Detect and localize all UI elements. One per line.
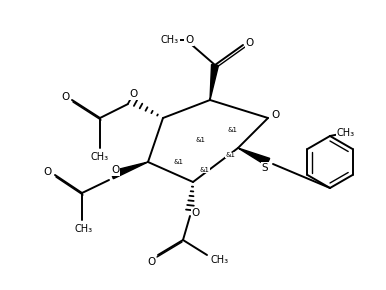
Text: O: O	[44, 167, 52, 177]
Text: &1: &1	[225, 152, 235, 158]
Text: O: O	[130, 89, 138, 99]
Text: CH₃: CH₃	[337, 128, 355, 138]
Text: &1: &1	[227, 127, 237, 133]
Text: CH₃: CH₃	[75, 224, 93, 234]
Text: O: O	[271, 110, 279, 120]
Text: O: O	[61, 92, 69, 102]
Text: O: O	[192, 208, 200, 218]
Text: CH₃: CH₃	[91, 152, 109, 162]
Text: S: S	[262, 163, 268, 173]
Text: O: O	[246, 38, 254, 48]
Text: &1: &1	[173, 159, 183, 165]
Polygon shape	[210, 64, 218, 100]
Text: O: O	[111, 165, 119, 175]
Text: O: O	[147, 257, 155, 267]
Text: &1: &1	[200, 167, 210, 173]
Polygon shape	[111, 162, 148, 179]
Text: CH₃: CH₃	[211, 255, 229, 265]
Polygon shape	[238, 148, 270, 166]
Text: CH₃: CH₃	[161, 35, 179, 45]
Text: &1: &1	[195, 137, 205, 143]
Text: O: O	[185, 35, 193, 45]
